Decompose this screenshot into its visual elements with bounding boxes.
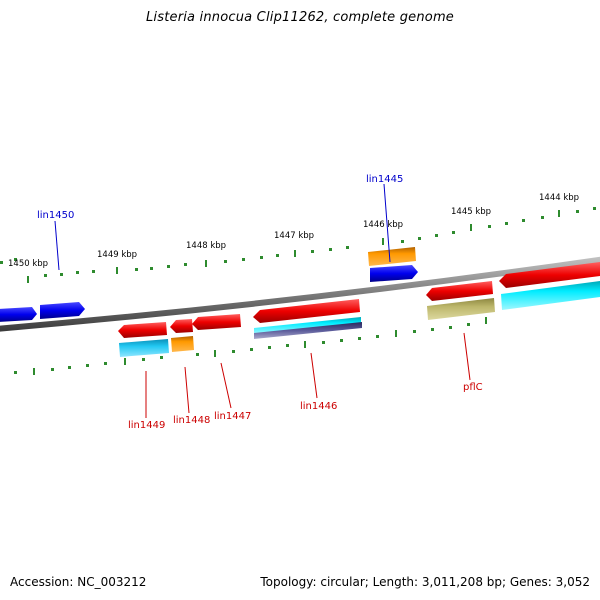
major-tick bbox=[470, 224, 472, 231]
gene-label[interactable]: lin1446 bbox=[300, 401, 337, 412]
scale-label: 1447 kbp bbox=[274, 231, 314, 241]
accession-text: Accession: NC_003212 bbox=[10, 575, 147, 589]
major-tick bbox=[124, 358, 126, 365]
gene-label[interactable]: lin1450 bbox=[37, 210, 74, 221]
gene-arrow[interactable] bbox=[40, 302, 85, 319]
outer-tick-ring bbox=[0, 207, 596, 283]
major-tick bbox=[485, 317, 487, 324]
scale-label: 1448 kbp bbox=[186, 241, 226, 251]
major-tick bbox=[304, 341, 306, 348]
gene-label[interactable]: lin1447 bbox=[214, 411, 251, 422]
gene-arrow[interactable] bbox=[370, 265, 418, 282]
major-tick bbox=[205, 260, 207, 267]
gene-label[interactable]: pflC bbox=[463, 382, 483, 393]
inner-features bbox=[119, 281, 600, 357]
gene-arrow[interactable] bbox=[170, 319, 193, 333]
map-title: Listeria innocua Clip11262, complete gen… bbox=[145, 10, 455, 25]
scale-label: 1444 kbp bbox=[539, 193, 579, 203]
scale-label: 1446 kbp bbox=[363, 220, 403, 230]
scale-label: 1450 kbp bbox=[8, 259, 48, 269]
genome-stats-text: Topology: circular; Length: 3,011,208 bp… bbox=[260, 575, 590, 589]
major-tick bbox=[116, 267, 118, 274]
gene-feature-cyan bbox=[254, 317, 361, 334]
major-tick bbox=[27, 276, 29, 283]
major-tick bbox=[395, 330, 397, 337]
gene-labels: lin1450 lin1445 lin1449 lin1448 lin1447 … bbox=[37, 174, 483, 431]
gene-feature-sky bbox=[119, 339, 169, 357]
major-tick bbox=[33, 368, 35, 375]
forward-genes-blue bbox=[0, 265, 418, 322]
gene-label[interactable]: lin1445 bbox=[366, 174, 403, 185]
gene-feature-slate bbox=[254, 322, 362, 339]
gene-arrow[interactable] bbox=[426, 281, 493, 301]
gene-arrow[interactable] bbox=[192, 314, 241, 330]
major-tick bbox=[294, 250, 296, 257]
scale-labels: 1450 kbp 1449 kbp 1448 kbp 1447 kbp 1446… bbox=[8, 193, 579, 269]
gene-label[interactable]: lin1448 bbox=[173, 415, 210, 426]
callout-lines bbox=[54, 183, 471, 418]
gene-arrow[interactable] bbox=[499, 262, 600, 288]
gene-feature-cyan bbox=[501, 281, 600, 310]
gene-feature-olive bbox=[427, 298, 495, 320]
reverse-genes-red bbox=[118, 262, 600, 338]
gene-arrow[interactable] bbox=[253, 299, 360, 323]
major-tick bbox=[382, 238, 384, 245]
major-tick bbox=[214, 350, 216, 357]
scale-label: 1449 kbp bbox=[97, 250, 137, 260]
gene-feature-orange bbox=[171, 336, 194, 352]
gene-feature-orange bbox=[368, 247, 416, 266]
gene-label[interactable]: lin1449 bbox=[128, 420, 165, 431]
inner-tick-ring bbox=[14, 317, 487, 375]
scale-label: 1445 kbp bbox=[451, 207, 491, 217]
major-tick bbox=[558, 210, 560, 217]
gene-arrow[interactable] bbox=[118, 322, 167, 338]
genome-backbone bbox=[0, 256, 600, 332]
gene-arrow[interactable] bbox=[0, 307, 37, 322]
